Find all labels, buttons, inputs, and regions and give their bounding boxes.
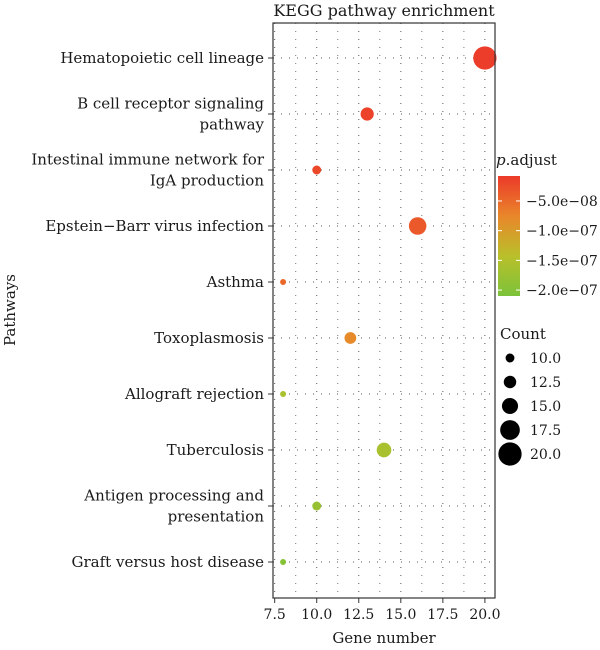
- y-category-label: presentation: [168, 508, 265, 526]
- color-legend: p.adjust −5.0e−08 −1.0e−07 −1.5e−07 −2.0e−0…: [496, 151, 598, 299]
- y-category-label: Allograft rejection: [124, 385, 264, 403]
- x-tick-label: 20.0: [469, 607, 500, 623]
- data-points: [280, 46, 497, 565]
- x-tick-label: 7.5: [264, 607, 286, 623]
- x-tick-label: 12.5: [343, 607, 374, 623]
- color-legend-label: −5.0e−08: [526, 194, 598, 210]
- size-legend-label: 12.5: [530, 375, 561, 391]
- color-legend-label: −2.0e−07: [526, 283, 598, 299]
- data-point: [280, 391, 287, 397]
- size-legend-dot: [505, 353, 515, 363]
- size-legend-dot: [498, 442, 522, 466]
- size-legend-label: 10.0: [530, 351, 561, 367]
- data-point: [360, 107, 374, 121]
- size-legend-title: Count: [500, 325, 546, 343]
- grid-lines: [273, 23, 495, 598]
- data-point: [344, 332, 357, 344]
- y-category-label: Antigen processing and: [83, 487, 264, 505]
- x-tick-label: 15.0: [385, 607, 416, 623]
- y-axis-categories: Hematopoietic cell lineage B cell recepto…: [31, 49, 273, 571]
- plot-frame: [272, 22, 496, 599]
- chart-title: KEGG pathway enrichment: [273, 1, 495, 20]
- x-axis-ticks: 7.5 10.0 12.5 15.0 17.5 20.0: [264, 598, 500, 623]
- size-legend-label: 15.0: [530, 399, 561, 415]
- color-legend-label: −1.5e−07: [526, 253, 598, 269]
- data-point: [280, 559, 287, 565]
- data-point: [376, 442, 392, 458]
- size-legend-label: 20.0: [530, 447, 561, 463]
- y-category-label: Tuberculosis: [167, 441, 264, 459]
- size-legend-dot: [503, 375, 517, 389]
- y-category-label: Intestinal immune network for: [31, 151, 264, 169]
- y-axis-title: Pathways: [1, 274, 19, 346]
- size-legend: Count 10.0 12.5 15.0 17.5 20.0: [498, 325, 561, 466]
- size-legend-dot: [501, 397, 519, 415]
- size-legend-label: 17.5: [530, 423, 561, 439]
- y-category-label: pathway: [200, 116, 265, 134]
- y-category-label: Toxoplasmosis: [154, 329, 264, 347]
- y-category-label: IgA production: [150, 172, 264, 190]
- data-point: [280, 279, 287, 285]
- data-point: [408, 217, 427, 235]
- data-point: [312, 501, 322, 511]
- size-legend-dot: [500, 420, 520, 440]
- y-category-label: Epstein−Barr virus infection: [45, 217, 264, 235]
- y-category-label: B cell receptor signaling: [77, 95, 264, 113]
- x-axis-title: Gene number: [332, 629, 436, 647]
- data-point: [312, 165, 322, 175]
- y-category-label: Hematopoietic cell lineage: [60, 49, 264, 67]
- color-legend-title: p.adjust: [496, 151, 557, 169]
- color-legend-bar: [498, 176, 520, 296]
- x-tick-label: 10.0: [301, 607, 332, 623]
- data-point: [473, 46, 497, 70]
- y-category-label: Graft versus host disease: [72, 553, 265, 571]
- x-tick-label: 17.5: [427, 607, 458, 623]
- color-legend-label: −1.0e−07: [526, 224, 598, 240]
- y-category-label: Asthma: [206, 273, 264, 291]
